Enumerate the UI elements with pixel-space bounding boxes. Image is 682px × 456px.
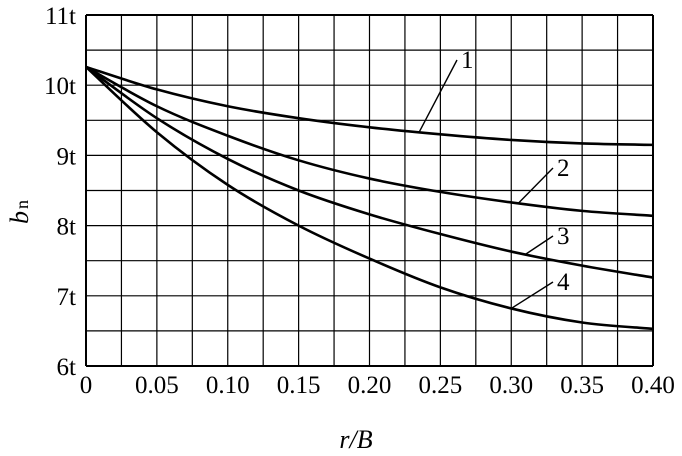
- series-3-leader: [525, 235, 554, 255]
- x-tick-label: 0.10: [206, 372, 250, 399]
- x-tick-label: 0.30: [489, 372, 533, 399]
- curves: [85, 65, 654, 331]
- y-tick-labels: 6t 7t 8t 9t 10t 11t: [44, 3, 76, 381]
- series-2-line: [85, 65, 654, 218]
- y-tick-label: 6t: [57, 354, 77, 381]
- series-2-leader: [517, 167, 554, 204]
- grid: [85, 14, 654, 367]
- x-tick-label: 0.20: [348, 372, 392, 399]
- series-1-line: [85, 65, 654, 147]
- y-tick-label: 10t: [44, 73, 76, 100]
- x-tick-labels: 0 0.05 0.10 0.15 0.20 0.25 0.30 0.35 0.40: [80, 372, 675, 399]
- y-axis-label-sub: n: [12, 200, 32, 209]
- x-tick-label: 0: [80, 372, 93, 399]
- series-1-label: 1: [461, 47, 474, 74]
- series-4-line: [85, 65, 654, 331]
- series-4-label: 4: [557, 269, 570, 296]
- y-tick-label: 11t: [45, 3, 76, 30]
- y-axis-label-main: b: [5, 211, 34, 224]
- y-tick-label: 9t: [57, 143, 77, 170]
- x-tick-label: 0.15: [277, 372, 321, 399]
- x-axis-label: r/B: [339, 425, 372, 454]
- series-1-leader: [418, 59, 458, 133]
- x-tick-label: 0.05: [135, 372, 179, 399]
- series-4-leader: [510, 281, 554, 310]
- series-3-line: [85, 65, 654, 279]
- x-tick-label: 0.40: [631, 372, 675, 399]
- y-axis-label: bn: [5, 200, 34, 224]
- y-tick-label: 7t: [57, 284, 77, 311]
- y-tick-label: 8t: [57, 214, 77, 241]
- x-tick-label: 0.25: [419, 372, 463, 399]
- series-3-label: 3: [557, 223, 570, 250]
- curve-label-leaders: 1 2 3 4: [418, 47, 570, 310]
- x-tick-label: 0.35: [560, 372, 604, 399]
- series-2-label: 2: [557, 155, 570, 182]
